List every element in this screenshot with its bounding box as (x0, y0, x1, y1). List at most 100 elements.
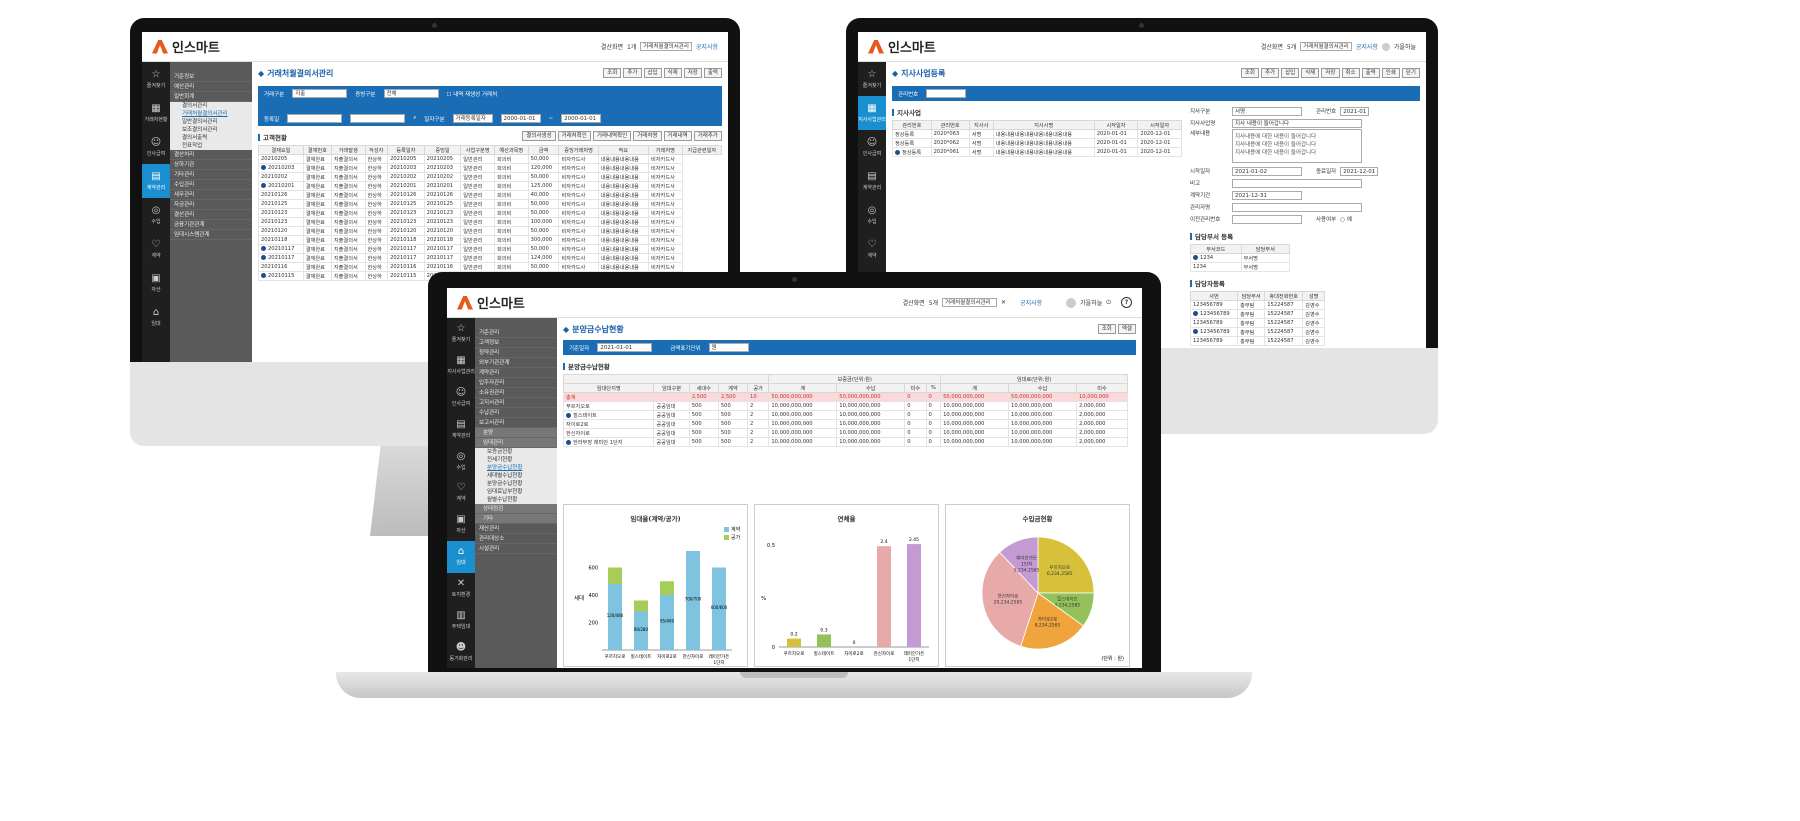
add-icon[interactable] (566, 412, 571, 418)
menu-item[interactable]: 수입관리 (170, 180, 252, 190)
table-row[interactable]: 자이로2로 공공임대 500 500 2 10,000,000,000 10,000,000… (562, 419, 1129, 429)
sidebar-icon-item[interactable]: ☺ 인사급여 (451, 387, 471, 408)
toolbar-button[interactable]: 삭제 (1301, 68, 1320, 78)
submenu-item[interactable]: 결의서출력 (170, 134, 252, 142)
menu-select[interactable]: 거래처월결의서관리 (640, 42, 692, 51)
column-header[interactable]: 등록일자 (387, 145, 425, 155)
submenu-item[interactable]: 세대별수납현황 (475, 472, 557, 480)
toolbar-button[interactable]: 결의서생성 (522, 130, 556, 141)
prev-code-input[interactable] (1232, 214, 1302, 224)
unit-select[interactable]: 원 (708, 343, 749, 352)
column-header[interactable]: 적요 (597, 145, 650, 155)
submenu-item[interactable]: 보증금현황 (475, 448, 557, 456)
add-icon[interactable] (261, 165, 266, 170)
toolbar-button[interactable]: 거래처확인 (557, 130, 591, 141)
table-row[interactable]: 힐스테이트 공공임대 500 500 2 10,000,000,000 10,000,000… (562, 410, 1129, 420)
table-row[interactable]: 20210117 결재완료 지출결의서 한상하 20210117 20210117 일반관리… (258, 244, 722, 254)
memo-textarea[interactable]: 지사내용에 대한 내용이 들어갑니다 지사내용에 대한 내용이 들어갑니다 지사내용… (1232, 129, 1362, 163)
toolbar-button[interactable]: 추가 (1261, 68, 1280, 78)
sidebar-expense[interactable]: ♡ 계약 (867, 238, 877, 259)
notice-link[interactable]: 공지사항 (1355, 44, 1378, 51)
column-header[interactable]: 거래발생 (330, 145, 366, 155)
column-header[interactable]: 수납 (1008, 383, 1077, 393)
sidebar-assets[interactable]: ▣자산 (151, 272, 161, 293)
column-header[interactable]: 증빙일 (423, 145, 462, 155)
column-header[interactable]: 사업구분명 (460, 145, 495, 155)
submenu-item[interactable]: 월별수납현황 (475, 496, 557, 504)
menu-item[interactable]: 일반회계 (170, 92, 252, 102)
start-date[interactable]: 2021-01-02 (1232, 166, 1302, 176)
submenu-item[interactable]: 결의서관리 (170, 102, 252, 110)
table-row[interactable]: 20210125 결재완료 지출결의서 한상하 20210125 20210125 일반관리… (258, 199, 722, 209)
toolbar-button[interactable]: 거래내역확인 (592, 130, 632, 141)
submenu-group[interactable]: 기타 (475, 514, 557, 524)
search-icon[interactable]: ⌕ (413, 115, 417, 121)
menu-item[interactable]: 결산관리 (170, 210, 252, 220)
column-header[interactable]: 계 (768, 383, 838, 393)
column-header[interactable]: 수납 (836, 383, 906, 393)
sidebar-icon-item[interactable]: ☆ 즐겨찾기 (451, 323, 471, 344)
reg-date-input[interactable] (287, 114, 343, 123)
table-row[interactable]: 한라부장 래미안 1단지 공공임대 500 500 2 10,000,000,000 10,… (562, 437, 1129, 447)
from-date[interactable]: 2000-01-01 (500, 114, 541, 123)
sidebar-contract[interactable]: ▤ 계약관리 (862, 170, 882, 191)
end-date[interactable]: 2021-12-01 (1340, 166, 1379, 176)
table-row[interactable]: 20210117 결재완료 지출결의서 한상하 20210117 20210117 일반관리… (258, 253, 722, 263)
table-row[interactable]: 정상등록 2020*061 서명 내용내용내용내용내용내용내용내용 2020-01-01… (892, 147, 1182, 157)
submenu-item[interactable]: 분양금수납현황 (475, 464, 557, 472)
column-header[interactable]: 관리번호 (892, 120, 932, 130)
menu-item[interactable]: 소유권관리 (475, 388, 557, 398)
menu-item[interactable]: 수납관리 (475, 408, 557, 418)
submenu-item[interactable]: 보조결의서관리 (170, 126, 252, 134)
add-icon[interactable] (261, 246, 266, 251)
sidebar-icon-item[interactable]: ▤ 계약관리 (451, 418, 471, 439)
menu-item[interactable]: 관리대상소 (475, 534, 557, 544)
column-header[interactable]: 증빙거래처명 (558, 145, 599, 155)
table-row[interactable]: 123456789 총무팀 15224587 김영수 (1189, 327, 1325, 337)
toolbar-button[interactable]: 거래내역 (663, 130, 692, 141)
type-select[interactable]: 지출 (292, 89, 348, 98)
table-row[interactable]: 20210118 결재완료 지출결의서 한상하 20210118 20210118 일반관리… (258, 235, 722, 245)
add-icon[interactable] (261, 183, 266, 188)
column-header[interactable]: 미수 (904, 383, 927, 393)
add-icon[interactable] (1193, 311, 1198, 316)
sidebar-star[interactable]: ☆ 즐겨찾기 (862, 68, 882, 89)
close-icon[interactable]: ✕ (1001, 299, 1007, 306)
menu-item[interactable]: 예산관리 (170, 82, 252, 92)
table-row[interactable]: 123456789 총무팀 15224587 김영수 (1189, 336, 1325, 346)
sidebar-expense[interactable]: ♡ 계약 (151, 238, 161, 259)
table-row[interactable]: 푸르지오로 공공임대 500 500 2 10,000,000,000 10,000,000… (562, 401, 1129, 411)
column-header[interactable]: 임대단지명 (562, 383, 655, 393)
name-input[interactable]: 지사 내용이 들어갑니다 (1232, 118, 1362, 128)
notice-link[interactable]: 공지사항 (1020, 300, 1043, 307)
sidebar-icon-item[interactable]: ▥ 주택임대 (451, 609, 471, 630)
column-header[interactable]: 담당부서 (1237, 291, 1266, 301)
column-header[interactable]: 부서코드 (1190, 244, 1242, 254)
column-header[interactable]: 예산과목명 (493, 145, 529, 155)
menu-item[interactable]: 결산처리 (170, 150, 252, 160)
sidebar-revenue[interactable]: ◎ 수입 (151, 204, 161, 225)
table-row[interactable]: 20210201 결재완료 지출결의서 한상하 20210201 20210201 일반관리… (258, 181, 722, 191)
toolbar-button[interactable]: 조회 (1240, 68, 1259, 78)
sidebar-contract[interactable]: ▤ 계약관리 (142, 164, 170, 198)
column-header[interactable]: 계약 (717, 383, 749, 393)
sidebar-icon-item[interactable]: ◎ 수입 (456, 450, 466, 471)
toolbar-button[interactable]: 삽입 (643, 68, 662, 78)
add-icon[interactable] (1193, 255, 1198, 260)
add-icon[interactable] (261, 255, 266, 260)
table-row[interactable]: 20210205 결재완료 지출결의서 한상하 20210205 20210205 일반관리… (258, 154, 722, 164)
column-header[interactable]: 계 (940, 383, 1010, 393)
column-header[interactable]: 결재번호 (302, 145, 332, 155)
table-row[interactable]: 20210116 결재완료 지출결의서 한상하 20210116 20210116 일반관리… (258, 262, 722, 272)
type-select[interactable]: 서명 (1232, 106, 1302, 116)
submenu-item[interactable]: 거래처월결의서관리 (170, 110, 252, 118)
menu-item[interactable]: 상하기관 (170, 160, 252, 170)
table-row[interactable]: 20210120 결재완료 지출결의서 한상하 20210120 20210120 일반관리… (258, 226, 722, 236)
column-header[interactable]: 시작일자 (1137, 120, 1182, 130)
toolbar-button[interactable]: 삭제 (663, 68, 682, 78)
power-icon[interactable]: ⏻ (1106, 298, 1111, 306)
toolbar-button[interactable]: 거래처명 (633, 130, 662, 141)
table-row[interactable]: 20210123 결재완료 지출결의서 한상하 20210123 20210123 일반관리… (258, 208, 722, 218)
table-row[interactable]: 20210202 결재완료 지출결의서 한상하 20210202 20210202 일반관리… (258, 172, 722, 182)
proof-select[interactable]: 전체 (383, 89, 439, 98)
